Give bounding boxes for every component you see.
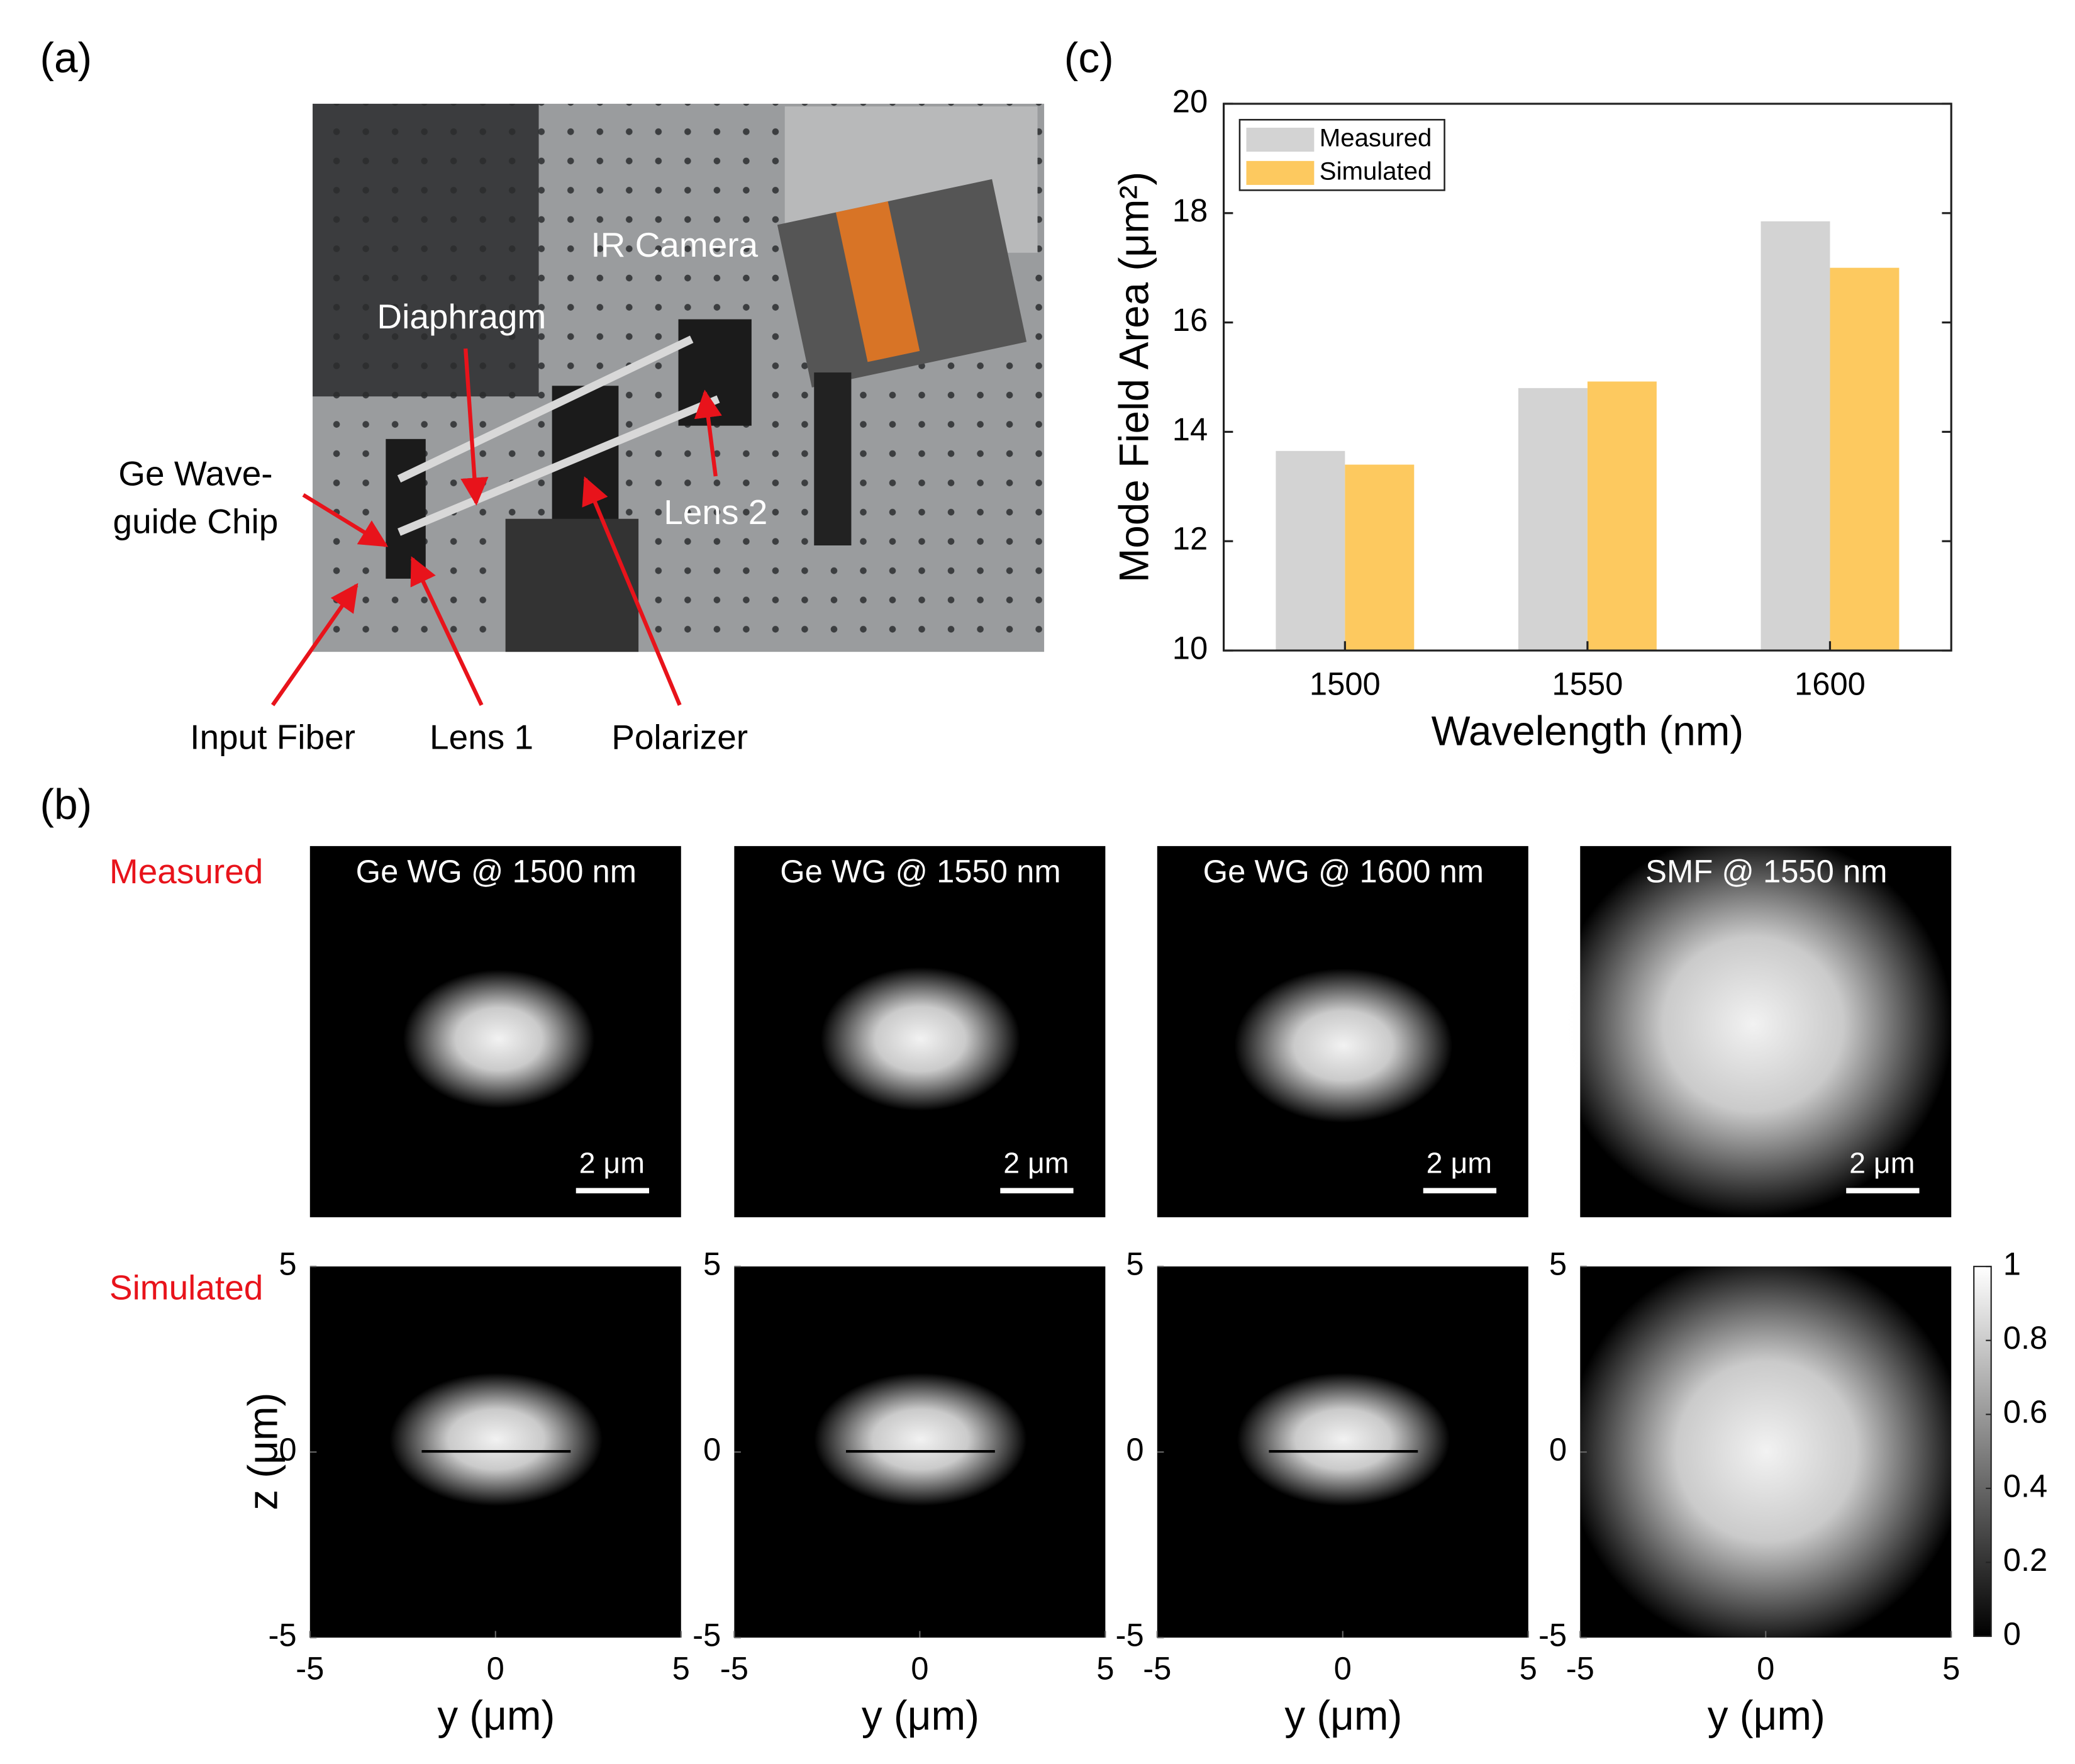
y-tick-label: -5 [269, 1617, 297, 1653]
bar [1345, 464, 1415, 651]
mode-spot [814, 1373, 1027, 1506]
bar [1518, 388, 1588, 651]
colorbar-tick-label: 0.4 [2003, 1468, 2048, 1504]
x-tick-label: -5 [296, 1650, 324, 1686]
y-tick-label: 12 [1172, 521, 1208, 557]
x-axis-label: y (μm) [437, 1692, 555, 1738]
panel-label: (b) [40, 781, 92, 828]
y-tick-label: 16 [1172, 302, 1208, 338]
y-tick-label: 0 [1126, 1432, 1143, 1468]
scale-bar-label: 2 μm [1849, 1147, 1915, 1180]
image-title: SMF @ 1550 nm [1645, 854, 1887, 890]
mode-spot [1234, 968, 1453, 1123]
mode-spot [1237, 1373, 1450, 1506]
x-axis-label: y (μm) [1708, 1692, 1825, 1738]
image-title: Ge WG @ 1550 nm [780, 854, 1060, 890]
y-tick-label: -5 [1538, 1617, 1567, 1653]
scale-bar-label: 2 μm [1003, 1147, 1069, 1180]
x-axis-label: Wavelength (nm) [1432, 708, 1744, 754]
y-tick-label: -5 [693, 1617, 721, 1653]
x-tick-label: 5 [672, 1650, 690, 1686]
image-title: Ge WG @ 1500 nm [356, 854, 637, 890]
y-tick-label: 5 [703, 1246, 721, 1282]
photo-label: Diaphragm [377, 297, 546, 336]
mode-spot [1567, 1251, 1966, 1651]
y-tick-label: 0 [279, 1432, 296, 1468]
bar [1830, 267, 1900, 651]
colorbar-tick-label: 0.2 [2003, 1542, 2048, 1578]
legend-label: Simulated [1320, 157, 1432, 186]
x-tick-label: 0 [911, 1650, 928, 1686]
photo-label: Input Fiber [190, 717, 355, 756]
bar-chart: 10 12 14 16 18 20 1500 1550 1600 Wavelength (nm) M… [1111, 83, 1952, 754]
row-label: Measured [109, 852, 263, 891]
x-tick-label: -5 [1143, 1650, 1171, 1686]
photo-label: Polarizer [611, 717, 748, 756]
colorbar [1973, 1266, 1992, 1638]
x-axis-label: y (μm) [862, 1692, 979, 1738]
legend-swatch [1246, 128, 1315, 152]
mode-images: Measured Simulated Ge WG @ 1500 nm 2 μm -5 0 5… [109, 831, 2048, 1738]
x-tick-label: 5 [1520, 1650, 1537, 1686]
y-axis-label: z (μm) [240, 1393, 286, 1510]
y-tick-label: -5 [1116, 1617, 1144, 1653]
mode-spot [820, 967, 1021, 1111]
colorbar-tick-label: 0.8 [2003, 1320, 2048, 1356]
bar [1276, 450, 1345, 651]
image-title: Ge WG @ 1600 nm [1203, 854, 1484, 890]
y-tick-label: 0 [703, 1432, 721, 1468]
y-tick-label: 20 [1172, 83, 1208, 119]
x-tick-label: 1500 [1310, 666, 1381, 702]
y-tick-label: 18 [1172, 193, 1208, 228]
x-tick-label: 1600 [1794, 666, 1866, 702]
y-tick-label: 5 [1126, 1246, 1143, 1282]
x-tick-label: -5 [720, 1650, 748, 1686]
x-tick-label: 1550 [1552, 666, 1623, 702]
setup-photo [313, 103, 1045, 652]
y-tick-label: 5 [279, 1246, 296, 1282]
x-tick-label: 0 [1757, 1650, 1774, 1686]
legend-label: Measured [1320, 124, 1432, 152]
y-tick-label: 10 [1172, 630, 1208, 666]
x-tick-label: -5 [1566, 1650, 1594, 1686]
photo-label: guide Chip [113, 502, 279, 541]
colorbar-tick-label: 0 [2003, 1616, 2021, 1651]
colorbar-tick-label: 1 [2003, 1246, 2021, 1282]
arrows [270, 348, 722, 706]
mode-spot [1553, 831, 1953, 1217]
panel-label: (c) [1064, 35, 1114, 82]
photo-label: IR Camera [591, 225, 758, 264]
bar [1587, 381, 1657, 651]
x-axis-label: y (μm) [1284, 1692, 1402, 1738]
scale-bar-label: 2 μm [1427, 1147, 1492, 1180]
x-tick-label: 5 [1096, 1650, 1114, 1686]
photo-label: Lens 2 [664, 493, 767, 532]
scale-bar-label: 2 μm [579, 1147, 645, 1180]
y-tick-label: 5 [1549, 1246, 1567, 1282]
panel-label: (a) [40, 35, 92, 82]
mode-spot [389, 1373, 603, 1506]
y-axis-label: Mode Field Area (μm²) [1111, 172, 1157, 583]
y-tick-label: 0 [1549, 1432, 1567, 1468]
x-tick-label: 5 [1942, 1650, 1960, 1686]
mode-spot [403, 969, 595, 1108]
colorbar-tick-label: 0.6 [2003, 1394, 2048, 1430]
x-tick-label: 0 [487, 1650, 504, 1686]
legend-swatch [1246, 160, 1315, 185]
row-label: Simulated [109, 1268, 263, 1307]
photo-label: Lens 1 [430, 717, 533, 756]
photo-label: Ge Wave- [118, 454, 272, 493]
bar [1761, 221, 1830, 651]
y-tick-label: 14 [1172, 411, 1208, 447]
x-tick-label: 0 [1334, 1650, 1352, 1686]
